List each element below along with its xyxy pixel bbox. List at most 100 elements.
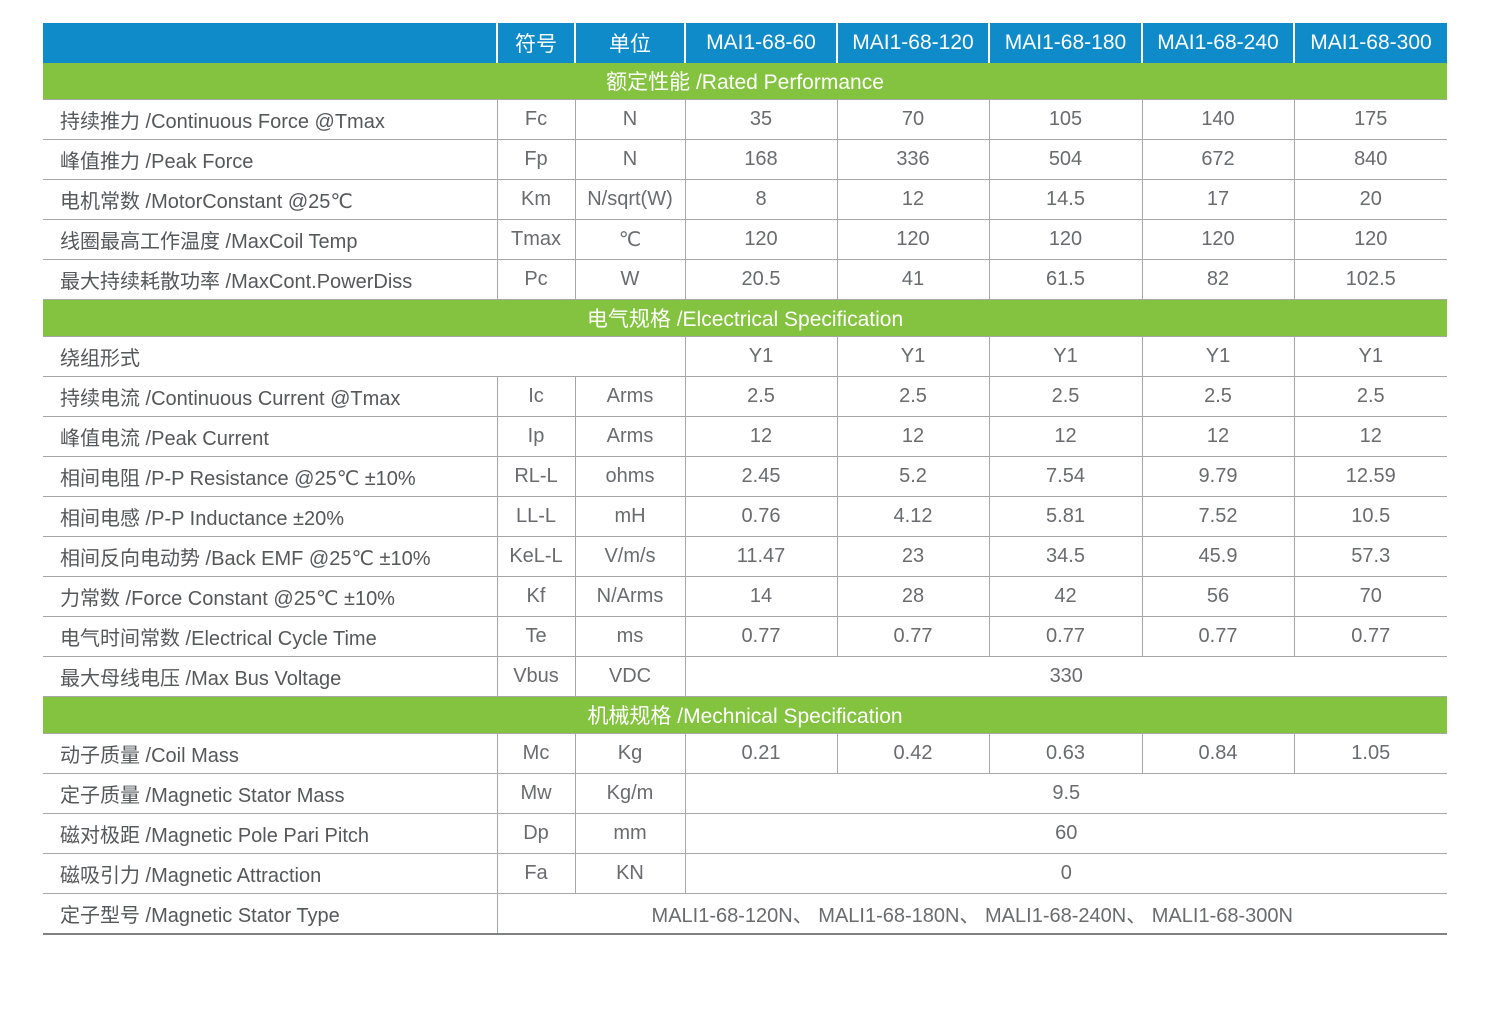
row-value: 34.5 xyxy=(988,536,1143,577)
row-symbol: Mw xyxy=(496,773,576,814)
table-row: 定子型号 /Magnetic Stator Type MALI1-68-120N… xyxy=(43,893,1447,935)
row-value: Y1 xyxy=(684,336,838,377)
row-label: 峰值推力 /Peak Force xyxy=(43,139,498,180)
table-row: 绕组形式 Y1 Y1 Y1 Y1 Y1 xyxy=(43,336,1447,377)
row-symbol: Kf xyxy=(496,576,576,617)
row-value: 11.47 xyxy=(684,536,838,577)
row-unit: Arms xyxy=(574,416,686,457)
row-symbol: LL-L xyxy=(496,496,576,537)
table-row: 持续推力 /Continuous Force @Tmax Fc N 35 70 … xyxy=(43,99,1447,140)
row-value: 672 xyxy=(1141,139,1295,180)
table-row: 力常数 /Force Constant @25℃ ±10% Kf N/Arms … xyxy=(43,576,1447,617)
row-value: 175 xyxy=(1293,99,1447,140)
row-label: 峰值电流 /Peak Current xyxy=(43,416,498,457)
row-value: 504 xyxy=(988,139,1143,180)
row-symbol: Km xyxy=(496,179,576,220)
row-value: 0.77 xyxy=(836,616,990,657)
row-value: 17 xyxy=(1141,179,1295,220)
table-row: 相间反向电动势 /Back EMF @25℃ ±10% KeL-L V/m/s … xyxy=(43,536,1447,577)
row-value: 56 xyxy=(1141,576,1295,617)
row-label: 动子质量 /Coil Mass xyxy=(43,733,498,774)
header-symbol: 符号 xyxy=(496,23,575,63)
row-value: 120 xyxy=(836,219,990,260)
row-unit: ℃ xyxy=(574,219,686,260)
row-symbol: KeL-L xyxy=(496,536,576,577)
row-label: 电气时间常数 /Electrical Cycle Time xyxy=(43,616,498,657)
row-label: 电机常数 /MotorConstant @25℃ xyxy=(43,179,498,220)
row-label: 相间反向电动势 /Back EMF @25℃ ±10% xyxy=(43,536,498,577)
row-label: 相间电感 /P-P Inductance ±20% xyxy=(43,496,498,537)
motor-spec-table: 符号 单位 MAI1-68-60 MAI1-68-120 MAI1-68-180… xyxy=(43,23,1447,935)
row-symbol: Te xyxy=(496,616,576,657)
row-unit: mH xyxy=(574,496,686,537)
header-model: MAI1-68-60 xyxy=(684,23,837,63)
row-value: 0.77 xyxy=(1141,616,1295,657)
row-value: 12 xyxy=(684,416,838,457)
section-band-electrical: 电气规格 /Elcectrical Specification xyxy=(43,299,1447,337)
row-value: 14 xyxy=(684,576,838,617)
row-value: 12 xyxy=(1141,416,1295,457)
table-row: 电气时间常数 /Electrical Cycle Time Te ms 0.77… xyxy=(43,616,1447,657)
row-unit: VDC xyxy=(574,656,686,697)
row-value: 0.77 xyxy=(988,616,1143,657)
row-value: 12 xyxy=(836,416,990,457)
row-value: 0.63 xyxy=(988,733,1143,774)
table-row: 电机常数 /MotorConstant @25℃ Km N/sqrt(W) 8 … xyxy=(43,179,1447,220)
section-band-mechanical: 机械规格 /Mechnical Specification xyxy=(43,696,1447,734)
row-value: 0.84 xyxy=(1141,733,1295,774)
row-symbol: RL-L xyxy=(496,456,576,497)
row-value: 12.59 xyxy=(1293,456,1447,497)
row-merged-value: 60 xyxy=(684,813,1447,854)
row-value: 840 xyxy=(1293,139,1447,180)
row-value: 10.5 xyxy=(1293,496,1447,537)
row-value: 0.21 xyxy=(684,733,838,774)
row-value: 2.5 xyxy=(1141,376,1295,417)
row-value: 2.5 xyxy=(684,376,838,417)
row-full-merged-value: MALI1-68-120N、 MALI1-68-180N、 MALI1-68-2… xyxy=(496,893,1447,935)
row-value: 5.2 xyxy=(836,456,990,497)
row-value: 8 xyxy=(684,179,838,220)
row-value: 2.45 xyxy=(684,456,838,497)
row-label: 磁对极距 /Magnetic Pole Pari Pitch xyxy=(43,813,498,854)
table-row: 磁吸引力 /Magnetic Attraction Fa KN 0 xyxy=(43,853,1447,894)
row-value: Y1 xyxy=(836,336,990,377)
row-unit: N/sqrt(W) xyxy=(574,179,686,220)
row-unit: N xyxy=(574,139,686,180)
row-value: 57.3 xyxy=(1293,536,1447,577)
row-value: Y1 xyxy=(1293,336,1447,377)
header-model: MAI1-68-180 xyxy=(988,23,1142,63)
table-row: 相间电阻 /P-P Resistance @25℃ ±10% RL-L ohms… xyxy=(43,456,1447,497)
row-value: 0.76 xyxy=(684,496,838,537)
row-value: 61.5 xyxy=(988,259,1143,300)
table-row: 线圈最高工作温度 /MaxCoil Temp Tmax ℃ 120 120 12… xyxy=(43,219,1447,260)
header-model: MAI1-68-240 xyxy=(1141,23,1294,63)
row-unit: Kg/m xyxy=(574,773,686,814)
row-label: 线圈最高工作温度 /MaxCoil Temp xyxy=(43,219,498,260)
row-value: 7.54 xyxy=(988,456,1143,497)
row-label: 绕组形式 xyxy=(43,336,686,377)
table-row: 磁对极距 /Magnetic Pole Pari Pitch Dp mm 60 xyxy=(43,813,1447,854)
row-value: 102.5 xyxy=(1293,259,1447,300)
row-value: 336 xyxy=(836,139,990,180)
row-label: 最大持续耗散功率 /MaxCont.PowerDiss xyxy=(43,259,498,300)
section-title: 电气规格 /Elcectrical Specification xyxy=(43,299,1447,337)
table-header-row: 符号 单位 MAI1-68-60 MAI1-68-120 MAI1-68-180… xyxy=(43,23,1447,63)
row-unit: V/m/s xyxy=(574,536,686,577)
row-value: 0.42 xyxy=(836,733,990,774)
row-merged-value: 0 xyxy=(684,853,1447,894)
table-row: 最大母线电压 /Max Bus Voltage Vbus VDC 330 xyxy=(43,656,1447,697)
row-value: 120 xyxy=(684,219,838,260)
row-value: 12 xyxy=(1293,416,1447,457)
table-row: 动子质量 /Coil Mass Mc Kg 0.21 0.42 0.63 0.8… xyxy=(43,733,1447,774)
row-value: 1.05 xyxy=(1293,733,1447,774)
row-symbol: Fa xyxy=(496,853,576,894)
header-model: MAI1-68-300 xyxy=(1293,23,1447,63)
row-unit: N/Arms xyxy=(574,576,686,617)
row-value: 82 xyxy=(1141,259,1295,300)
section-title: 机械规格 /Mechnical Specification xyxy=(43,696,1447,734)
row-value: 45.9 xyxy=(1141,536,1295,577)
row-symbol: Vbus xyxy=(496,656,576,697)
row-label: 定子质量 /Magnetic Stator Mass xyxy=(43,773,498,814)
row-unit: W xyxy=(574,259,686,300)
row-value: 2.5 xyxy=(1293,376,1447,417)
